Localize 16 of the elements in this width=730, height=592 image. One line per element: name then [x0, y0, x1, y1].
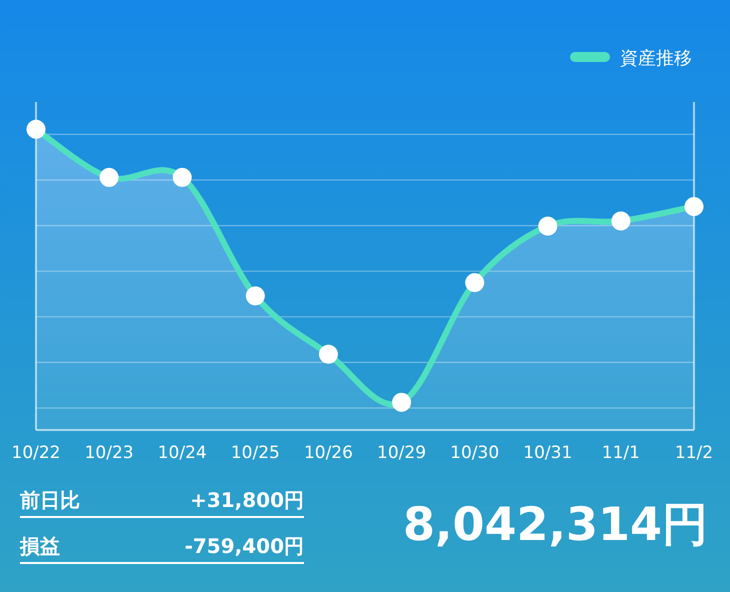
- x-tick-label: 10/23: [84, 443, 134, 463]
- x-tick-label: 10/25: [230, 443, 280, 463]
- x-tick-label: 11/1: [602, 443, 640, 463]
- x-tick-label: 10/22: [12, 443, 60, 463]
- text: 8,042,314円: [403, 497, 708, 551]
- x-tick-label: 10/30: [450, 443, 500, 463]
- text: -759,400円: [184, 534, 304, 558]
- text: 前日比: [19, 488, 80, 512]
- x-tick-label: 11/2: [674, 443, 714, 463]
- x-tick-label: 10/26: [304, 443, 353, 463]
- x-tick-label: 10/24: [158, 443, 207, 463]
- text: 損益: [19, 534, 60, 558]
- text: +31,800円: [190, 488, 304, 512]
- x-tick-label: 10/31: [523, 443, 572, 463]
- x-tick-label: 10/29: [377, 443, 426, 463]
- legend-label: 資産推移: [620, 48, 692, 69]
